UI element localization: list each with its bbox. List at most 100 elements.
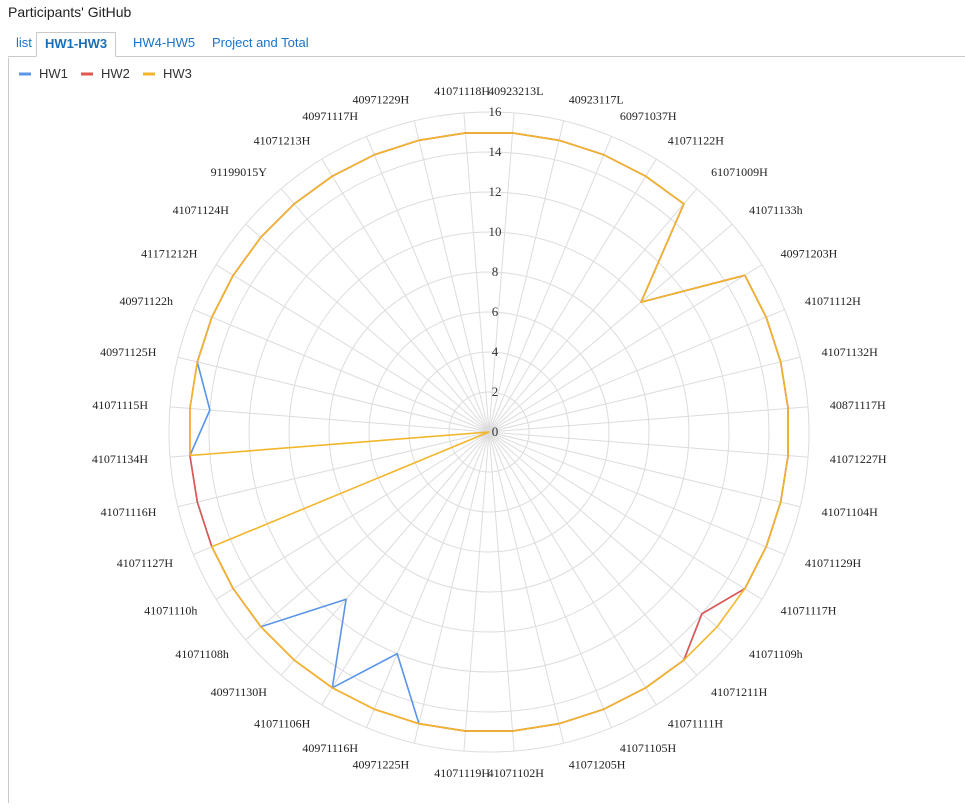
grid-spoke (366, 431, 490, 728)
radial-tick-label: 12 (489, 184, 502, 199)
grid-ring (248, 191, 730, 673)
grid-ring (288, 231, 690, 633)
category-labels: 40923213L 40923117L 60971037H 41071122H 6107… (92, 84, 887, 780)
category-label: 40971117H (302, 109, 358, 123)
radial-tick-label: 2 (492, 384, 499, 399)
grid-spoke (488, 431, 565, 744)
grid-spoke (488, 356, 801, 433)
grid-spoke (488, 431, 733, 641)
category-label: 41071109h (749, 647, 803, 661)
grid-spoke (245, 431, 490, 641)
grid-ring (168, 111, 810, 753)
radial-tick-label: 0 (492, 424, 499, 439)
grid-ring (368, 311, 610, 553)
category-label: 40971225H (353, 758, 410, 772)
grid-spoke (488, 136, 612, 433)
tab-list[interactable]: list (16, 35, 32, 50)
radial-tick-label: 6 (492, 304, 499, 319)
legend: HW1 HW2 HW3 (19, 66, 192, 81)
radial-tick-label: 4 (492, 344, 499, 359)
grid-spoke (488, 431, 763, 600)
category-label: 41071227H (830, 452, 887, 466)
grid-spoke (366, 136, 490, 433)
tab-project-and-total[interactable]: Project and Total (212, 35, 309, 50)
radial-tick-label: 8 (492, 264, 499, 279)
grid-spoke (169, 406, 490, 433)
grid-spoke (463, 431, 490, 752)
grid-spoke (488, 431, 698, 676)
grid-spoke (193, 309, 490, 433)
category-label: 41071112H (805, 294, 861, 308)
grid-spoke (488, 112, 515, 433)
grid-spoke (280, 431, 490, 676)
category-label: 41071133h (749, 203, 803, 217)
grid-spoke (321, 158, 490, 433)
grid-spoke (215, 264, 490, 433)
category-label: 40971130H (211, 685, 268, 699)
grid-spoke (245, 223, 490, 433)
category-label: 41071127H (117, 556, 174, 570)
legend-label-hw3: HW3 (163, 66, 192, 81)
category-label: 40971122h (119, 294, 173, 308)
radial-tick-label: 14 (489, 144, 503, 159)
category-label: 41071110h (144, 604, 197, 618)
tab-hw4-hw5[interactable]: HW4-HW5 (133, 35, 196, 50)
category-label: 41071105H (620, 741, 677, 755)
grid-ring (408, 351, 570, 513)
grid-spoke (488, 431, 515, 752)
category-label: 40971203H (781, 246, 838, 260)
category-label: 41071213H (254, 133, 311, 147)
category-label: 41071134H (92, 452, 149, 466)
radial-tick-label: 10 (489, 224, 502, 239)
page-title: Participants' GitHub (8, 4, 132, 20)
tab-hw1-hw3[interactable]: HW1-HW3 (36, 32, 117, 57)
category-label: 41071122H (668, 133, 725, 147)
category-label: 91199015Y (211, 165, 268, 179)
category-label: 61071009H (711, 165, 768, 179)
category-label: 41071116H (101, 505, 157, 519)
category-label: 41071124H (173, 203, 230, 217)
category-label: 41071108h (175, 647, 229, 661)
category-label: 41071115H (92, 398, 148, 412)
grid-spoke (177, 431, 490, 508)
category-label: 41071118H (434, 84, 490, 98)
chart-frame: 0 2 4 6 8 10 12 14 16 40923213L 40923117L 60971037… (8, 58, 965, 803)
grid-spoke (488, 431, 612, 728)
radar-series (189, 132, 789, 732)
category-label: 40971229H (353, 92, 410, 106)
grid-spoke (488, 431, 809, 458)
grid-spoke (413, 120, 490, 433)
category-label: 41071129H (805, 556, 862, 570)
grid-spoke (488, 431, 785, 555)
category-label: 41071205H (569, 758, 626, 772)
grid-ring (328, 271, 650, 593)
grid-spoke (280, 188, 490, 433)
grid-spoke (177, 356, 490, 433)
series-line-hw3 (189, 132, 789, 732)
category-label: 41071111H (668, 717, 724, 731)
category-label: 41071119H (434, 766, 490, 780)
grid-ring (208, 151, 770, 713)
grid-spoke (488, 223, 733, 433)
category-label: 41071132H (822, 345, 879, 359)
grid-spoke (488, 309, 785, 433)
category-label: 41071106H (254, 717, 311, 731)
grid-spoke (488, 431, 657, 706)
grid-spoke (488, 120, 565, 433)
category-label: 41071104H (822, 505, 879, 519)
grid-spoke (488, 406, 809, 433)
category-label: 40923213L (488, 84, 543, 98)
category-label: 40923117L (569, 92, 624, 106)
grid-ring (448, 391, 530, 473)
category-label: 40971116H (302, 741, 358, 755)
category-label: 41171212H (141, 246, 198, 260)
category-label: 41071117H (781, 604, 837, 618)
tab-bar: list HW1-HW3 HW4-HW5 Project and Total (8, 32, 965, 57)
grid-spoke (488, 431, 801, 508)
radial-tick-labels: 0 2 4 6 8 10 12 14 16 (489, 104, 503, 439)
category-label: 41071211H (711, 685, 768, 699)
category-label: 40971125H (100, 345, 157, 359)
category-label: 60971037H (620, 109, 677, 123)
legend-label-hw1: HW1 (39, 66, 68, 81)
radial-tick-label: 16 (489, 104, 503, 119)
